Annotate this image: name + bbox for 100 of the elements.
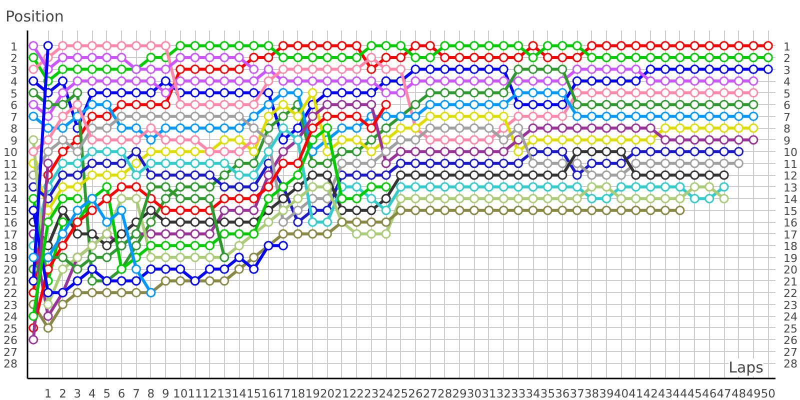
point <box>322 41 332 51</box>
point <box>675 146 685 156</box>
x-tick-label: 48 <box>731 386 746 400</box>
point <box>176 217 186 227</box>
point <box>454 112 464 122</box>
point <box>542 88 552 98</box>
point <box>131 146 141 156</box>
point <box>190 229 200 239</box>
point <box>616 135 626 145</box>
point <box>352 100 362 110</box>
point <box>87 264 97 274</box>
point <box>498 88 508 98</box>
x-tick-label: 29 <box>452 386 467 400</box>
point <box>646 194 656 204</box>
point <box>308 41 318 51</box>
point <box>204 229 214 239</box>
point <box>116 158 126 168</box>
point <box>72 264 82 274</box>
point <box>498 170 508 180</box>
point <box>220 64 230 74</box>
point <box>249 100 259 110</box>
y-tick-label: 20 <box>4 264 18 277</box>
point <box>602 76 612 86</box>
point <box>146 135 156 145</box>
point <box>204 76 214 86</box>
point <box>587 52 597 62</box>
point <box>204 194 214 204</box>
point <box>146 41 156 51</box>
point <box>602 100 612 110</box>
point <box>352 52 362 62</box>
point <box>631 206 641 216</box>
point <box>322 76 332 86</box>
point <box>366 158 376 168</box>
point <box>308 52 318 62</box>
point <box>660 135 670 145</box>
point <box>498 158 508 168</box>
point <box>440 64 450 74</box>
point <box>278 229 288 239</box>
y2-tick-label: 11 <box>784 158 798 171</box>
point <box>337 41 347 51</box>
point <box>440 76 450 86</box>
point <box>558 182 568 192</box>
point <box>278 135 288 145</box>
point <box>498 135 508 145</box>
point <box>484 41 494 51</box>
point <box>322 170 332 180</box>
point <box>631 112 641 122</box>
point <box>528 41 538 51</box>
point <box>234 123 244 133</box>
point <box>43 300 53 310</box>
point <box>484 194 494 204</box>
point <box>190 252 200 262</box>
x-tick-label: 5 <box>103 386 111 400</box>
point <box>87 52 97 62</box>
point <box>558 206 568 216</box>
point <box>28 112 38 122</box>
point <box>514 182 524 192</box>
point <box>690 135 700 145</box>
x-tick-label: 23 <box>364 386 379 400</box>
point <box>469 182 479 192</box>
y-tick-label: 7 <box>10 110 18 124</box>
point <box>646 135 656 145</box>
point <box>204 170 214 180</box>
point <box>28 88 38 98</box>
y2-tick-label: 4 <box>784 76 790 89</box>
y2-tick-label: 12 <box>784 170 798 183</box>
point <box>43 123 53 133</box>
x-tick-label: 4 <box>88 386 96 400</box>
point <box>719 100 729 110</box>
point <box>616 182 626 192</box>
point <box>587 170 597 180</box>
point <box>176 112 186 122</box>
point <box>337 100 347 110</box>
point <box>131 100 141 110</box>
point <box>587 206 597 216</box>
point <box>660 41 670 51</box>
point <box>425 194 435 204</box>
point <box>220 76 230 86</box>
point <box>660 112 670 122</box>
point <box>72 276 82 286</box>
point <box>146 88 156 98</box>
point <box>514 41 524 51</box>
point <box>425 112 435 122</box>
y2-tick-label: 16 <box>784 216 798 230</box>
point <box>542 146 552 156</box>
point <box>220 88 230 98</box>
point <box>704 170 714 180</box>
point <box>646 76 656 86</box>
y-tick-label: 26 <box>4 334 18 348</box>
point <box>484 158 494 168</box>
point <box>160 135 170 145</box>
point <box>425 64 435 74</box>
y2-tick-label: 1 <box>784 40 790 54</box>
point <box>484 135 494 145</box>
point <box>616 112 626 122</box>
point <box>366 76 376 86</box>
point <box>425 206 435 216</box>
point <box>748 52 758 62</box>
point <box>498 182 508 192</box>
point <box>469 112 479 122</box>
